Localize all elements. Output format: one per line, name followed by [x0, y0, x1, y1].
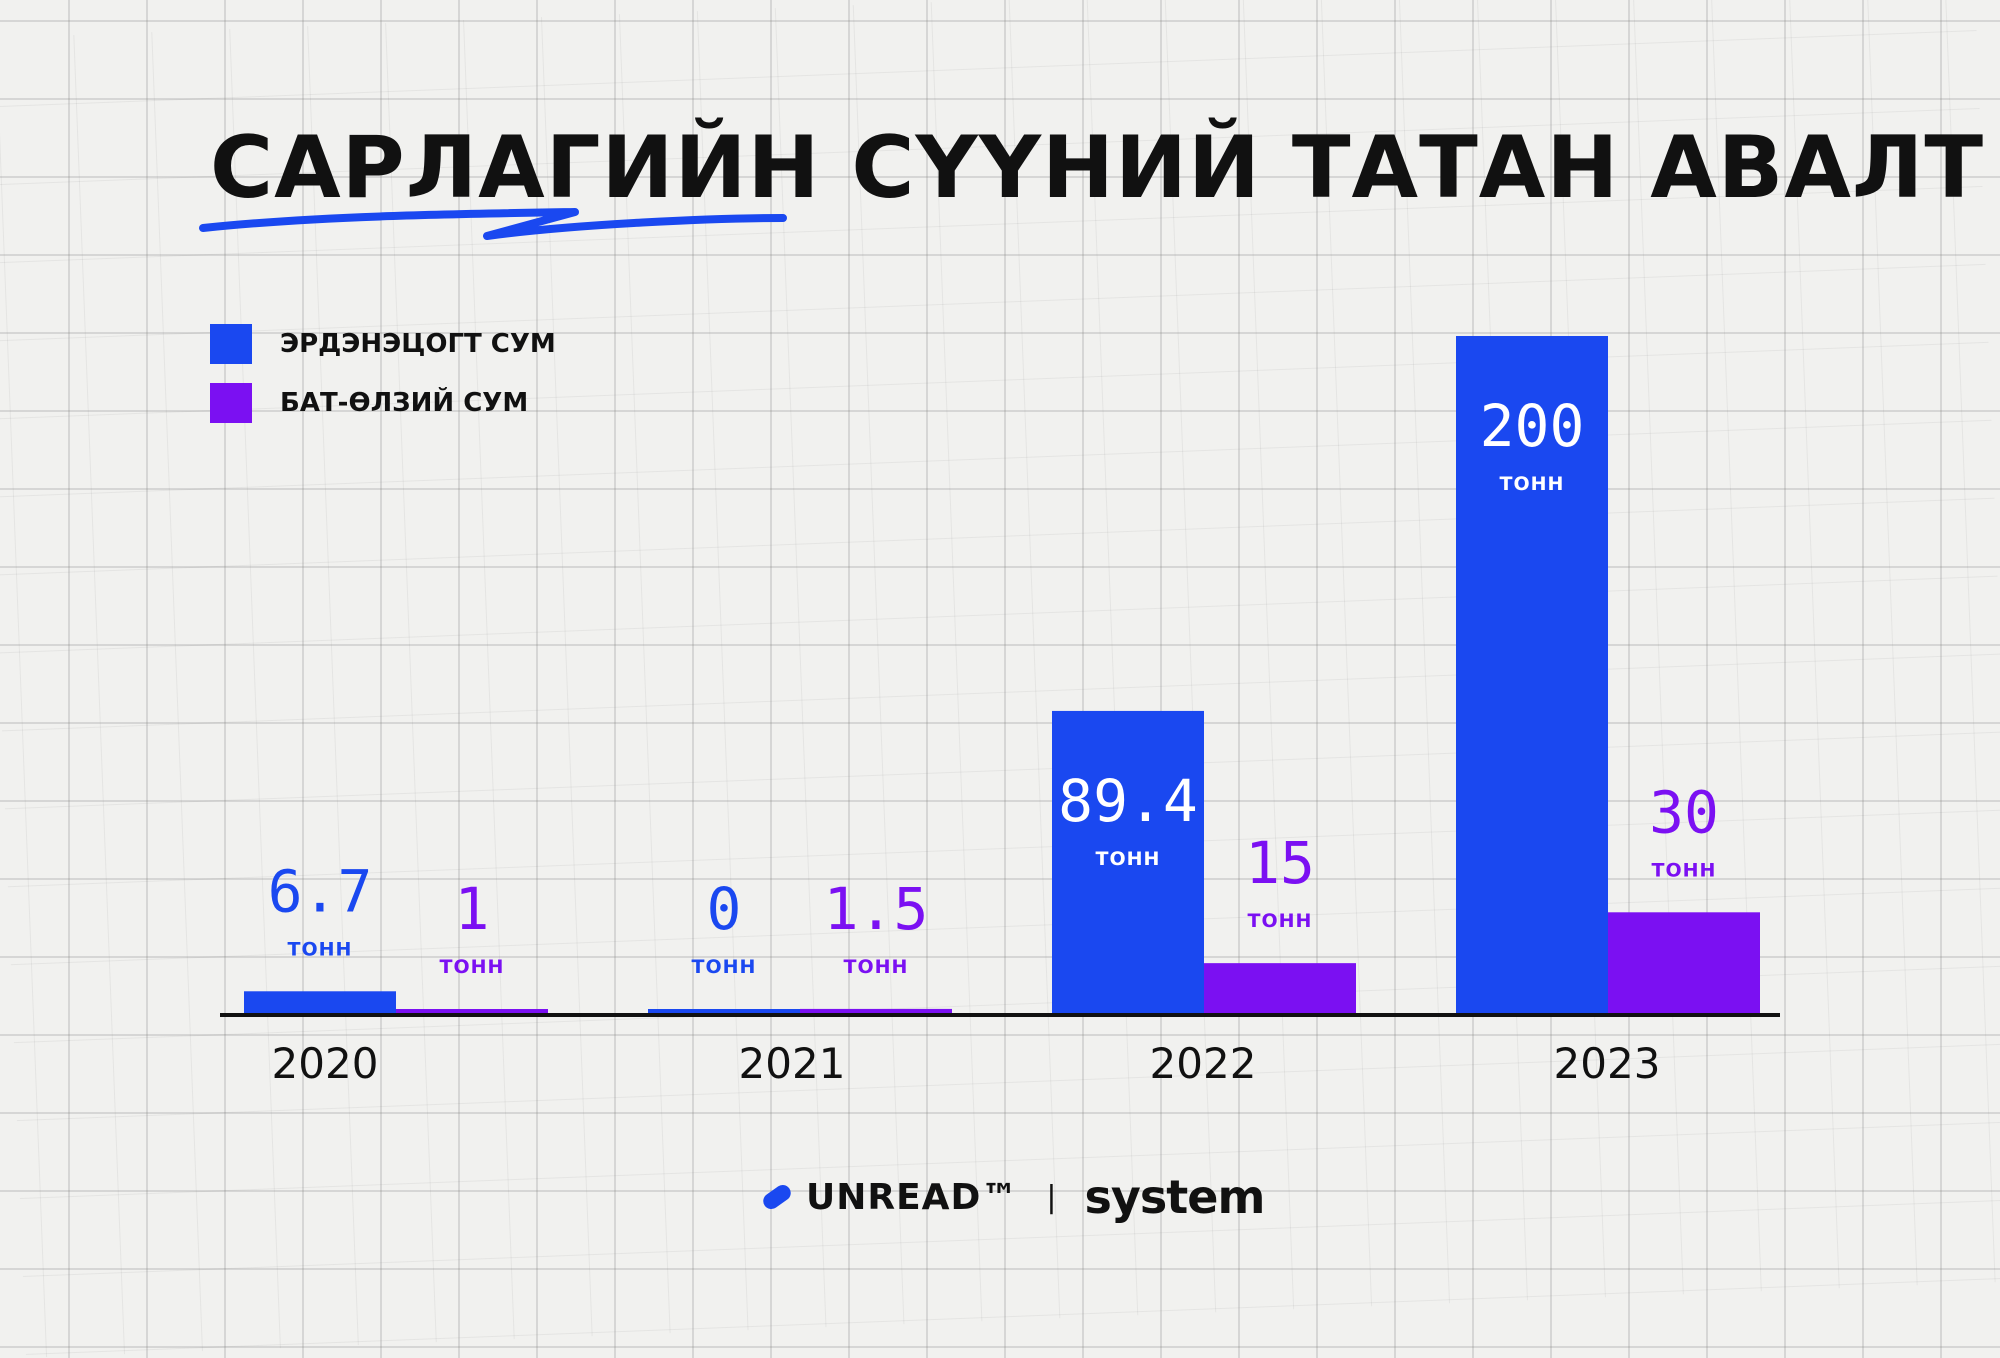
data-label-unit: ТОНН	[1248, 910, 1313, 932]
bar-erdenetsogt-2020	[244, 991, 396, 1014]
system-brand-text: system	[1084, 1170, 1266, 1224]
data-label-unit: ТОНН	[1652, 859, 1717, 881]
bar-bat-ulzii-2021	[800, 1008, 952, 1014]
bar-bat-ulzii-2023	[1608, 912, 1760, 1014]
page-title: САРЛАГИЙН СҮҮНИЙ ТАТАН АВАЛТ	[210, 118, 1984, 218]
data-label-unit: ТОНН	[692, 956, 757, 978]
data-label-value: 6.7	[268, 857, 373, 925]
data-label-value: 1	[455, 875, 490, 943]
bar-erdenetsogt-2023	[1456, 336, 1608, 1014]
footer: UNREAD™ | system	[760, 1170, 1266, 1224]
data-label-value: 30	[1649, 778, 1719, 846]
title-block: САРЛАГИЙН СҮҮНИЙ ТАТАН АВАЛТ	[195, 118, 1983, 248]
title-underline-scribble	[199, 208, 787, 240]
legend-item-bat-ulzii: БАТ-ӨЛЗИЙ СУМ	[210, 381, 528, 425]
footer-separator: |	[1046, 1179, 1057, 1215]
legend-label: БАТ-ӨЛЗИЙ СУМ	[280, 388, 529, 418]
legend-label: ЭРДЭНЭЦОГТ СУМ	[280, 329, 556, 359]
unread-logo: UNREAD™	[760, 1177, 1018, 1218]
x-tick-label: 2021	[739, 1039, 846, 1088]
bar-erdenetsogt-2022	[1052, 710, 1204, 1014]
pill-icon	[763, 1184, 791, 1210]
data-label-value: 1.5	[824, 875, 929, 943]
data-label-value: 200	[1480, 392, 1585, 460]
legend-swatch-purple	[210, 383, 252, 423]
bar-bat-ulzii-2020	[396, 1009, 548, 1014]
x-tick-label: 2020	[272, 1039, 379, 1088]
data-label-unit: ТОНН	[1096, 848, 1161, 870]
data-label-value: 15	[1245, 829, 1315, 897]
data-label-value: 0	[707, 875, 742, 943]
data-label-unit: ТОНН	[440, 956, 505, 978]
data-label-unit: ТОНН	[1500, 473, 1565, 495]
legend-item-erdenetsogt: ЭРДЭНЭЦОГТ СУМ	[210, 322, 556, 366]
legend-swatch-blue	[210, 324, 252, 364]
x-tick-label: 2022	[1150, 1039, 1257, 1088]
data-label-unit: ТОНН	[844, 956, 909, 978]
x-tick-label: 2023	[1554, 1039, 1661, 1088]
data-label-unit: ТОНН	[288, 938, 353, 960]
bar-chart: 6.7 ТОНН 1 ТОНН 2020 0 ТОНН 1.5 ТОНН 2021 89.4 ТОНН…	[220, 336, 1780, 1088]
bar-bat-ulzii-2022	[1204, 963, 1356, 1014]
bar-erdenetsogt-2021	[648, 1009, 800, 1014]
unread-brand-text: UNREAD™	[806, 1176, 1019, 1218]
data-label-value: 89.4	[1058, 767, 1198, 835]
